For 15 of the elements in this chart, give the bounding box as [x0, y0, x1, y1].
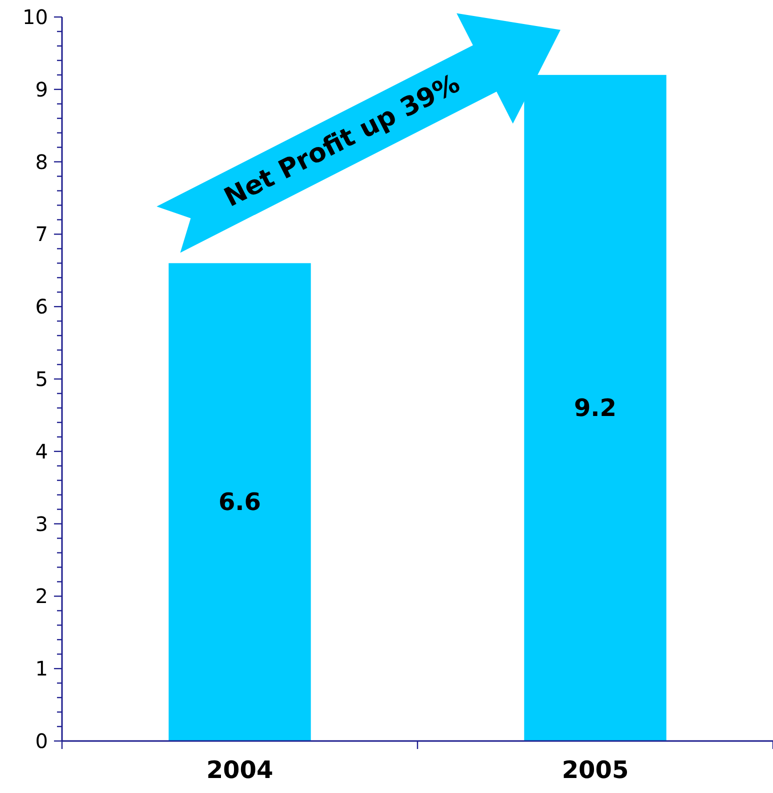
y-tick-label: 0 [35, 729, 48, 753]
y-tick-label: 1 [35, 656, 48, 681]
y-tick-label: 6 [35, 294, 48, 319]
y-tick-label: 10 [22, 5, 48, 29]
y-tick-label: 9 [35, 77, 48, 102]
y-tick-label: 3 [35, 512, 48, 536]
y-tick-label: 2 [35, 584, 48, 608]
y-tick-label: 8 [35, 150, 48, 174]
x-tick-label: 2005 [562, 756, 629, 784]
y-tick-label: 7 [35, 222, 48, 246]
data-label: 9.2 [574, 394, 617, 422]
data-label: 6.6 [218, 488, 262, 516]
y-tick-label: 4 [35, 439, 48, 464]
y-tick-label: 5 [35, 367, 48, 391]
x-tick-label: 2004 [206, 756, 274, 784]
